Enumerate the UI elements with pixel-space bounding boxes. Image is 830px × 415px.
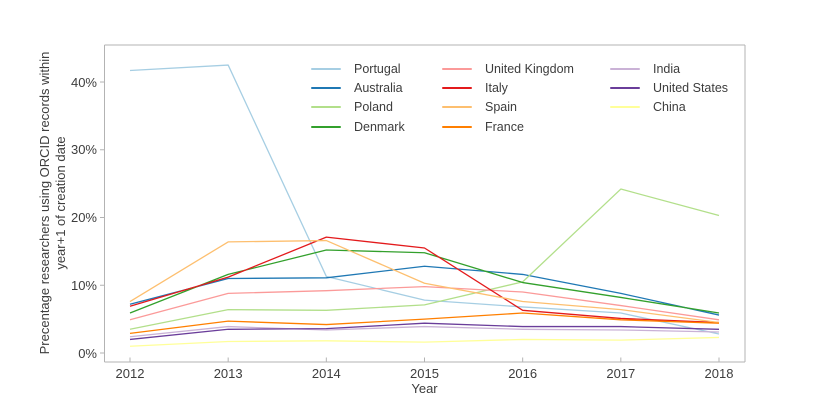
x-tick-label: 2013 <box>213 366 243 381</box>
legend-item-denmark: Denmark <box>311 117 405 136</box>
x-tick-label: 2012 <box>115 366 145 381</box>
series-line-united-kingdom <box>129 285 720 321</box>
series-line-poland <box>129 188 720 330</box>
legend-item-poland: Poland <box>311 98 405 117</box>
y-tick-label: 0% <box>78 345 97 361</box>
legend-label-united-states: United States <box>653 81 729 96</box>
legend-label-china: China <box>653 100 686 115</box>
legend-item-india: India <box>610 59 728 78</box>
legend-column: Portugal Australia Poland Denmark <box>311 59 405 137</box>
legend-swatch-china <box>610 106 640 109</box>
y-tick-label: 40% <box>70 74 97 90</box>
legend-label-denmark: Denmark <box>354 119 405 134</box>
legend-swatch-united-states <box>610 87 640 90</box>
legend-item-china: China <box>610 98 728 117</box>
legend-swatch-france <box>442 125 472 128</box>
x-axis-label: Year <box>411 381 438 396</box>
legend-item-united-kingdom: United Kingdom <box>442 59 574 78</box>
series-line-india <box>129 325 720 338</box>
x-tick-label: 2016 <box>508 366 538 381</box>
legend-swatch-united-kingdom <box>442 67 472 70</box>
y-tick-label: 20% <box>70 210 97 225</box>
x-tick-label: 2015 <box>410 366 439 381</box>
series-line-spain <box>129 239 720 324</box>
legend-label-italy: Italy <box>485 81 508 96</box>
legend-swatch-india <box>610 67 640 70</box>
series-line-italy <box>129 236 720 324</box>
legend-label-united-kingdom: United Kingdom <box>485 61 574 76</box>
legend-column: United Kingdom Italy Spain France <box>442 59 574 137</box>
series-line-denmark <box>129 249 720 314</box>
y-tick-label: 30% <box>70 142 97 158</box>
legend-swatch-denmark <box>311 125 341 128</box>
legend-column: India United States China <box>610 59 728 117</box>
legend-item-united-states: United States <box>610 78 728 97</box>
series-line-france <box>129 312 720 334</box>
legend-label-india: India <box>653 61 681 76</box>
legend-swatch-poland <box>311 106 341 109</box>
x-tick-label: 2018 <box>704 366 734 381</box>
legend-item-spain: Spain <box>442 98 574 117</box>
legend-item-portugal: Portugal <box>311 59 405 78</box>
legend-swatch-australia <box>311 87 341 90</box>
x-tick-label: 2014 <box>311 366 341 381</box>
series-line-australia <box>129 265 720 316</box>
legend-item-australia: Australia <box>311 78 405 97</box>
legend-swatch-portugal <box>311 67 341 70</box>
legend-label-poland: Poland <box>354 100 393 115</box>
x-tick-label: 2017 <box>606 366 636 381</box>
legend-swatch-spain <box>442 106 472 109</box>
legend-label-portugal: Portugal <box>354 61 401 76</box>
legend-label-france: France <box>485 119 524 134</box>
legend-label-spain: Spain <box>485 100 517 115</box>
series-line-china <box>129 336 720 347</box>
series-line-portugal <box>129 64 720 335</box>
legend-swatch-italy <box>442 87 472 90</box>
y-tick-label: 10% <box>70 277 97 293</box>
legend-item-italy: Italy <box>442 78 574 97</box>
series-line-united-states <box>129 322 720 341</box>
y-axis-label-line1: Precentage researchers using ORCID recor… <box>37 51 52 355</box>
legend-label-australia: Australia <box>354 81 403 96</box>
legend-item-france: France <box>442 117 574 136</box>
